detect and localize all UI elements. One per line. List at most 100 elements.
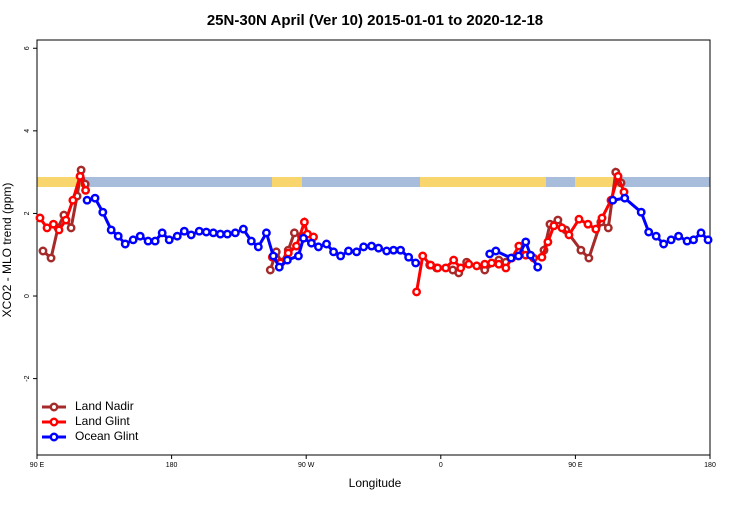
- data-point: [172, 231, 182, 241]
- data-point: [491, 246, 501, 256]
- data-point: [574, 214, 584, 224]
- data-point: [49, 219, 58, 229]
- data-point: [90, 193, 100, 203]
- data-point: [389, 245, 398, 255]
- data-point: [120, 239, 130, 249]
- data-point: [208, 228, 218, 238]
- data-point: [352, 247, 362, 257]
- data-point: [150, 236, 160, 246]
- legend-label: Land Nadir: [75, 399, 134, 413]
- data-point: [367, 241, 377, 251]
- data-point: [329, 247, 339, 257]
- data-point: [543, 237, 553, 247]
- data-point: [472, 261, 482, 271]
- data-point: [674, 231, 684, 241]
- data-point: [293, 251, 303, 261]
- data-point: [194, 226, 204, 236]
- data-point: [404, 252, 414, 262]
- data-point: [274, 262, 284, 272]
- data-point: [113, 231, 123, 241]
- data-point: [514, 251, 524, 261]
- data-point: [689, 235, 698, 245]
- plot-frame: [36, 39, 711, 456]
- data-point: [306, 238, 316, 248]
- x-tick-label: 90 E: [568, 462, 583, 469]
- data-point: [506, 253, 516, 263]
- x-tick-label: 0: [439, 462, 443, 469]
- x-axis-label: Longitude: [349, 476, 402, 490]
- data-point: [464, 259, 474, 269]
- data-point: [426, 260, 436, 270]
- y-tick-label: 6: [24, 46, 31, 50]
- data-point: [157, 228, 167, 238]
- data-point: [215, 229, 225, 239]
- chart-title: 25N-30N April (Ver 10) 2015-01-01 to 202…: [207, 12, 543, 29]
- x-tick-label: 180: [704, 462, 716, 469]
- data-point: [494, 259, 504, 269]
- data-point: [433, 263, 443, 273]
- data-point: [38, 246, 48, 256]
- legend-marker: [49, 432, 59, 442]
- data-point: [412, 287, 422, 297]
- data-point: [336, 251, 346, 261]
- data-point: [480, 259, 490, 269]
- data-point: [651, 231, 661, 241]
- data-point: [322, 239, 331, 249]
- data-point: [549, 221, 559, 231]
- data-point: [396, 245, 406, 255]
- data-point: [603, 223, 613, 233]
- data-point: [299, 217, 309, 227]
- series-line: [38, 171, 626, 293]
- data-point: [253, 242, 263, 252]
- data-point: [659, 239, 669, 249]
- data-point: [186, 230, 196, 240]
- data-point: [608, 195, 618, 205]
- data-point: [268, 251, 278, 261]
- y-tick-label: 4: [24, 129, 31, 133]
- data-point: [584, 253, 594, 263]
- data-point: [576, 245, 586, 255]
- data-point: [411, 258, 421, 268]
- data-point: [501, 263, 511, 273]
- y-axis-label: XCO2 - MLO trend (ppm): [0, 183, 14, 318]
- data-point: [282, 255, 292, 265]
- y-tick-label: -2: [24, 375, 31, 381]
- data-point: [374, 243, 384, 253]
- data-point: [179, 226, 189, 236]
- data-point: [230, 228, 240, 238]
- data-point: [666, 235, 676, 245]
- data-point: [68, 195, 78, 205]
- data-point: [238, 224, 248, 234]
- data-point: [533, 262, 543, 272]
- data-point: [583, 219, 593, 229]
- data-point: [521, 237, 531, 247]
- data-point: [456, 263, 466, 273]
- data-point: [46, 253, 56, 263]
- x-tick-label: 90 W: [298, 462, 315, 469]
- data-point: [164, 235, 174, 245]
- data-point: [449, 255, 459, 265]
- data-point: [42, 223, 52, 233]
- x-tick-label: 90 E: [30, 462, 45, 469]
- data-point: [98, 207, 108, 217]
- data-point: [382, 246, 392, 256]
- data-point: [265, 265, 275, 275]
- data-point: [143, 236, 153, 246]
- data-point: [564, 230, 574, 240]
- data-point: [644, 227, 654, 237]
- data-point: [201, 227, 211, 237]
- data-point: [292, 241, 301, 251]
- data-point: [537, 252, 547, 262]
- data-point: [591, 224, 601, 234]
- data-point: [553, 215, 563, 225]
- data-point: [526, 250, 535, 260]
- data-point: [597, 213, 607, 223]
- data-point: [636, 207, 646, 217]
- data-point: [35, 213, 45, 223]
- data-point: [261, 228, 271, 238]
- x-tick-label: 180: [166, 462, 178, 469]
- data-point: [246, 236, 256, 246]
- data-point: [54, 225, 64, 235]
- data-point: [299, 233, 308, 243]
